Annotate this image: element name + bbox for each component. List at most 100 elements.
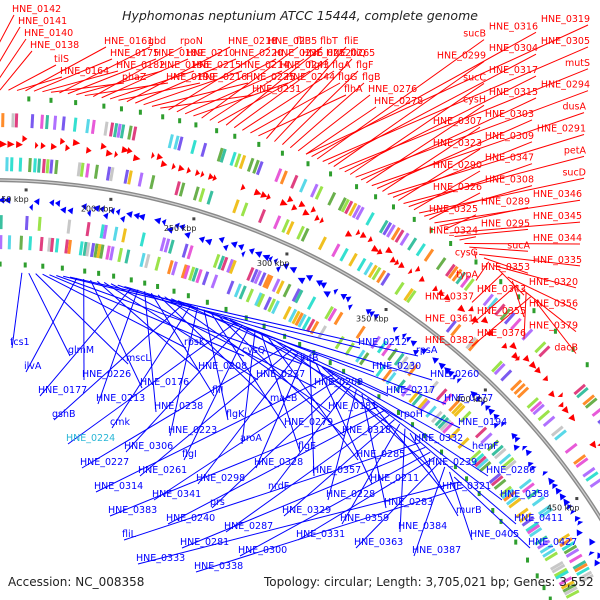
leader-line [177, 300, 447, 405]
reverse-feature-bar [89, 242, 96, 258]
position-tick-mark [109, 197, 113, 201]
forward-gene-label: fliE [344, 36, 359, 47]
reverse-feature-bar [188, 266, 196, 281]
leader-line [534, 300, 577, 354]
forward-gene-arrow [132, 154, 141, 162]
reverse-gene-arrow [126, 211, 133, 218]
forward-gene-label: HNE_0353 [481, 262, 530, 273]
reverse-feature-bar [459, 410, 472, 423]
reverse-feature-bar [317, 325, 327, 339]
forward-feature-bar [76, 162, 82, 177]
leader-line [260, 333, 301, 453]
reverse-gene-label: HNE_0357 [312, 465, 361, 476]
reverse-gene-label: maeB [270, 393, 297, 404]
reverse-gene-label: HNE_0287 [224, 521, 273, 532]
leader-line [413, 170, 481, 211]
reverse-gene-arrow [528, 461, 534, 468]
reverse-gene-arrow [230, 241, 238, 249]
reverse-gene-arrow [81, 203, 87, 211]
forward-gene-label: HNE_0220 [234, 48, 283, 59]
leader-line [139, 349, 293, 477]
leader-line [471, 296, 531, 347]
reverse-feature-bar [181, 243, 189, 258]
forward-gene-arrow [414, 265, 421, 272]
reverse-feature-bar [109, 246, 115, 261]
leader-line [409, 432, 459, 517]
forward-gene-label: HNE_0324 [429, 226, 478, 237]
reverse-feature-bar [521, 482, 535, 494]
forward-feature-bar [127, 125, 133, 140]
reverse-feature-bar [376, 340, 388, 354]
forward-gene-label: fliQ [350, 48, 366, 59]
reverse-gene-arrow [494, 422, 500, 429]
reverse-feature-bar [521, 516, 535, 527]
reverse-gene-arrow [476, 396, 482, 403]
leader-line [475, 261, 490, 281]
reverse-gene-label: prs [210, 497, 225, 508]
forward-feature-bar [445, 263, 456, 277]
reverse-gene-label: HNE_0387 [412, 545, 461, 556]
leader-line [289, 82, 365, 149]
leader-line [157, 294, 273, 405]
rna-marker [119, 106, 123, 112]
forward-gene-arrow [557, 401, 564, 408]
forward-gene-arrow [126, 147, 133, 154]
leader-line [305, 106, 377, 155]
leader-line [471, 272, 504, 303]
reverse-feature-bar [163, 238, 171, 253]
leader-line [322, 46, 589, 162]
reverse-gene-label: HNE_0260 [430, 369, 479, 380]
leader-line [164, 296, 331, 413]
rna-marker [548, 596, 552, 600]
reverse-gene-label: HNE_0384 [398, 521, 447, 532]
leader-line [123, 442, 421, 541]
leader-line [349, 82, 485, 175]
forward-feature-bar [573, 454, 587, 465]
reverse-feature-bar [434, 414, 447, 427]
rna-marker [257, 141, 261, 147]
forward-feature-bar [192, 186, 200, 201]
forward-feature-bar [356, 257, 367, 272]
leader-line [11, 272, 23, 349]
reverse-gene-arrow [133, 212, 140, 220]
forward-feature-bar [403, 288, 414, 302]
forward-feature-bar [390, 227, 401, 241]
forward-gene-label: sucC [463, 72, 486, 83]
reverse-feature-bar [282, 283, 292, 298]
rna-marker [280, 150, 284, 156]
forward-gene-arrow [212, 174, 217, 182]
reverse-gene-label: HNE_0363 [354, 537, 403, 548]
reverse-gene-label: rbsK [184, 337, 206, 348]
reverse-feature-bar [288, 308, 298, 323]
reverse-feature-bar [67, 239, 72, 254]
leader-line [53, 302, 185, 421]
reverse-feature-bar [490, 475, 504, 487]
forward-feature-bar [532, 403, 545, 416]
forward-gene-arrow [509, 341, 517, 350]
reverse-gene-label: HNE_0226 [82, 369, 131, 380]
forward-gene-label: HNE_0319 [541, 14, 590, 25]
forward-gene-arrow [397, 261, 405, 268]
leader-line [279, 342, 475, 453]
reverse-gene-label: hemF [472, 441, 499, 452]
reverse-gene-label: HNE_0329 [282, 505, 331, 516]
reverse-feature-bar [491, 444, 504, 457]
leader-line [168, 46, 271, 111]
reverse-feature-bar [403, 360, 415, 374]
reverse-gene-arrow [276, 266, 282, 273]
leader-line [309, 359, 315, 477]
reverse-feature-bar [448, 427, 461, 440]
reverse-feature-bar [201, 271, 210, 286]
forward-feature-bar [116, 123, 122, 138]
reverse-feature-bar [246, 266, 255, 282]
forward-feature-bar [127, 170, 133, 185]
forward-gene-label: HNE_0317 [489, 65, 538, 76]
forward-feature-bar [494, 303, 506, 317]
leader-line [449, 221, 581, 234]
forward-gene-label: HNE_0294 [541, 80, 590, 91]
rna-marker [186, 293, 190, 299]
reverse-gene-arrow [138, 213, 146, 221]
forward-gene-label: HNE_0161 [104, 36, 153, 47]
forward-gene-arrow [105, 149, 113, 157]
forward-feature-bar [54, 159, 59, 175]
